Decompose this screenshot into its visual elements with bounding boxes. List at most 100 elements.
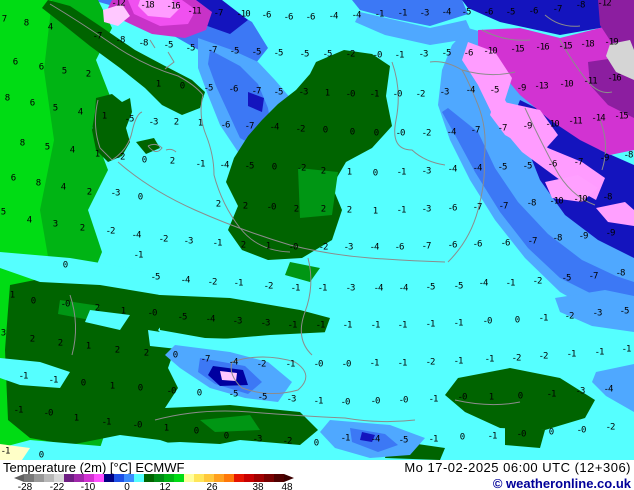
temp-label: -6 — [547, 159, 558, 170]
temp-label: -13 — [534, 81, 548, 92]
temp-label: -6 — [500, 238, 511, 249]
temp-label: -0 — [457, 392, 468, 403]
temp-label: 6 — [38, 62, 45, 73]
temp-label: 1 — [109, 381, 116, 392]
temp-label: 1 — [73, 413, 80, 424]
temp-label: 7 — [1, 14, 8, 25]
legend-tick-label: -28 — [17, 482, 33, 490]
temp-label: -1 — [546, 389, 557, 400]
temp-label: -6 — [528, 6, 539, 17]
temp-label: -5 — [461, 7, 472, 18]
temp-label: -7 — [470, 125, 481, 136]
temp-label: 1 — [163, 423, 170, 434]
temp-label: -2 — [415, 89, 426, 100]
temp-label: -0 — [345, 89, 356, 100]
temp-label: 6 — [12, 57, 19, 68]
temp-label: -2 — [295, 124, 306, 135]
temp-label: -5 — [453, 281, 464, 292]
temp-label: -1 — [397, 320, 408, 331]
temp-label: -2 — [158, 234, 169, 245]
temp-label: -0 — [288, 242, 299, 253]
temp-label: 2 — [85, 69, 92, 80]
temp-label: -1 — [101, 417, 112, 428]
legend-tick-label: 12 — [159, 482, 171, 490]
temp-label: -6 — [447, 203, 458, 214]
temp-label: -10 — [545, 119, 559, 130]
temp-label: -1 — [428, 394, 439, 405]
temp-label: -1 — [48, 375, 59, 386]
temp-label: -2 — [564, 311, 575, 322]
temp-label: -9 — [578, 231, 589, 242]
temp-label: -3 — [298, 87, 309, 98]
legend-segment — [274, 474, 284, 482]
temp-label: 1 — [324, 88, 331, 99]
temp-label: -6 — [394, 242, 405, 253]
temp-label: 0 — [271, 162, 278, 173]
temp-label: 5 — [0, 207, 7, 218]
temp-label: -1 — [453, 318, 464, 329]
temp-label: -1 — [397, 358, 408, 369]
temp-label: -7 — [573, 157, 584, 168]
temp-label: 0 — [172, 350, 179, 361]
temp-label: 0 — [141, 155, 148, 166]
temp-label: -8 — [115, 35, 126, 46]
temp-label: 1 — [155, 79, 162, 90]
temp-label: -1 — [538, 313, 549, 324]
temp-label: 1 — [372, 206, 379, 217]
temp-label: -5 — [425, 282, 436, 293]
temp-label: -0 — [266, 202, 277, 213]
temp-label: -2 — [605, 422, 616, 433]
temp-label: -7 — [244, 121, 255, 132]
temp-label: -2 — [207, 277, 218, 288]
legend-arrow-left-icon — [14, 474, 24, 482]
temp-label: -0 — [392, 89, 403, 100]
status-bar: Temperature (2m) [°C] ECMWF -28 -22 -10 0 12… — [0, 460, 634, 490]
temp-label: -5 — [273, 48, 284, 59]
temp-label: -1 — [370, 320, 381, 331]
temp-label: -7 — [552, 4, 563, 15]
temp-label: -0 — [341, 359, 352, 370]
temp-label: -8 — [602, 192, 613, 203]
temp-label: -5 — [185, 43, 196, 54]
temp-label: -1 — [0, 446, 11, 457]
temp-label: -7 — [421, 241, 432, 252]
copyright-link[interactable]: © weatheronline.co.uk — [492, 476, 631, 490]
temp-label: 8 — [23, 18, 30, 29]
temp-label: -1 — [453, 356, 464, 367]
temp-label: -10 — [549, 196, 563, 207]
temp-label: -1 — [487, 431, 498, 442]
temp-label: -4 — [131, 230, 142, 241]
temp-label: -7 — [497, 123, 508, 134]
temp-label: 0 — [80, 378, 87, 389]
temp-label: -4 — [269, 122, 280, 133]
legend-tick-label: 0 — [124, 482, 130, 490]
temp-label: -1 — [505, 278, 516, 289]
legend-segment — [44, 474, 54, 482]
temp-label: -3 — [421, 166, 432, 177]
temp-label: -1 — [133, 250, 144, 261]
temp-label: -8 — [526, 198, 537, 209]
temp-label: -2 — [532, 276, 543, 287]
temp-label: 2 — [242, 201, 249, 212]
temp-label: 0 — [459, 432, 466, 443]
temp-label: -1 — [396, 167, 407, 178]
temp-label: 2 — [114, 345, 121, 356]
temp-label: -5 — [244, 161, 255, 172]
legend-segment — [264, 474, 274, 482]
temp-label: -1 — [397, 8, 408, 19]
temp-label: -3 — [592, 308, 603, 319]
temp-label: -5 — [229, 46, 240, 57]
temp-label: 2 — [143, 348, 150, 359]
temp-label: -0 — [60, 299, 71, 310]
temp-label: -7 — [207, 45, 218, 56]
temp-label: -5 — [619, 306, 630, 317]
temp-label: 1 — [85, 341, 92, 352]
temp-label: 4 — [60, 182, 67, 193]
temp-label: -7 — [588, 271, 599, 282]
temp-label: 2 — [346, 205, 353, 216]
legend-segment — [34, 474, 44, 482]
temp-label: -4 — [441, 7, 452, 18]
temp-label: 5 — [61, 66, 68, 77]
temp-label: -7 — [92, 31, 103, 42]
